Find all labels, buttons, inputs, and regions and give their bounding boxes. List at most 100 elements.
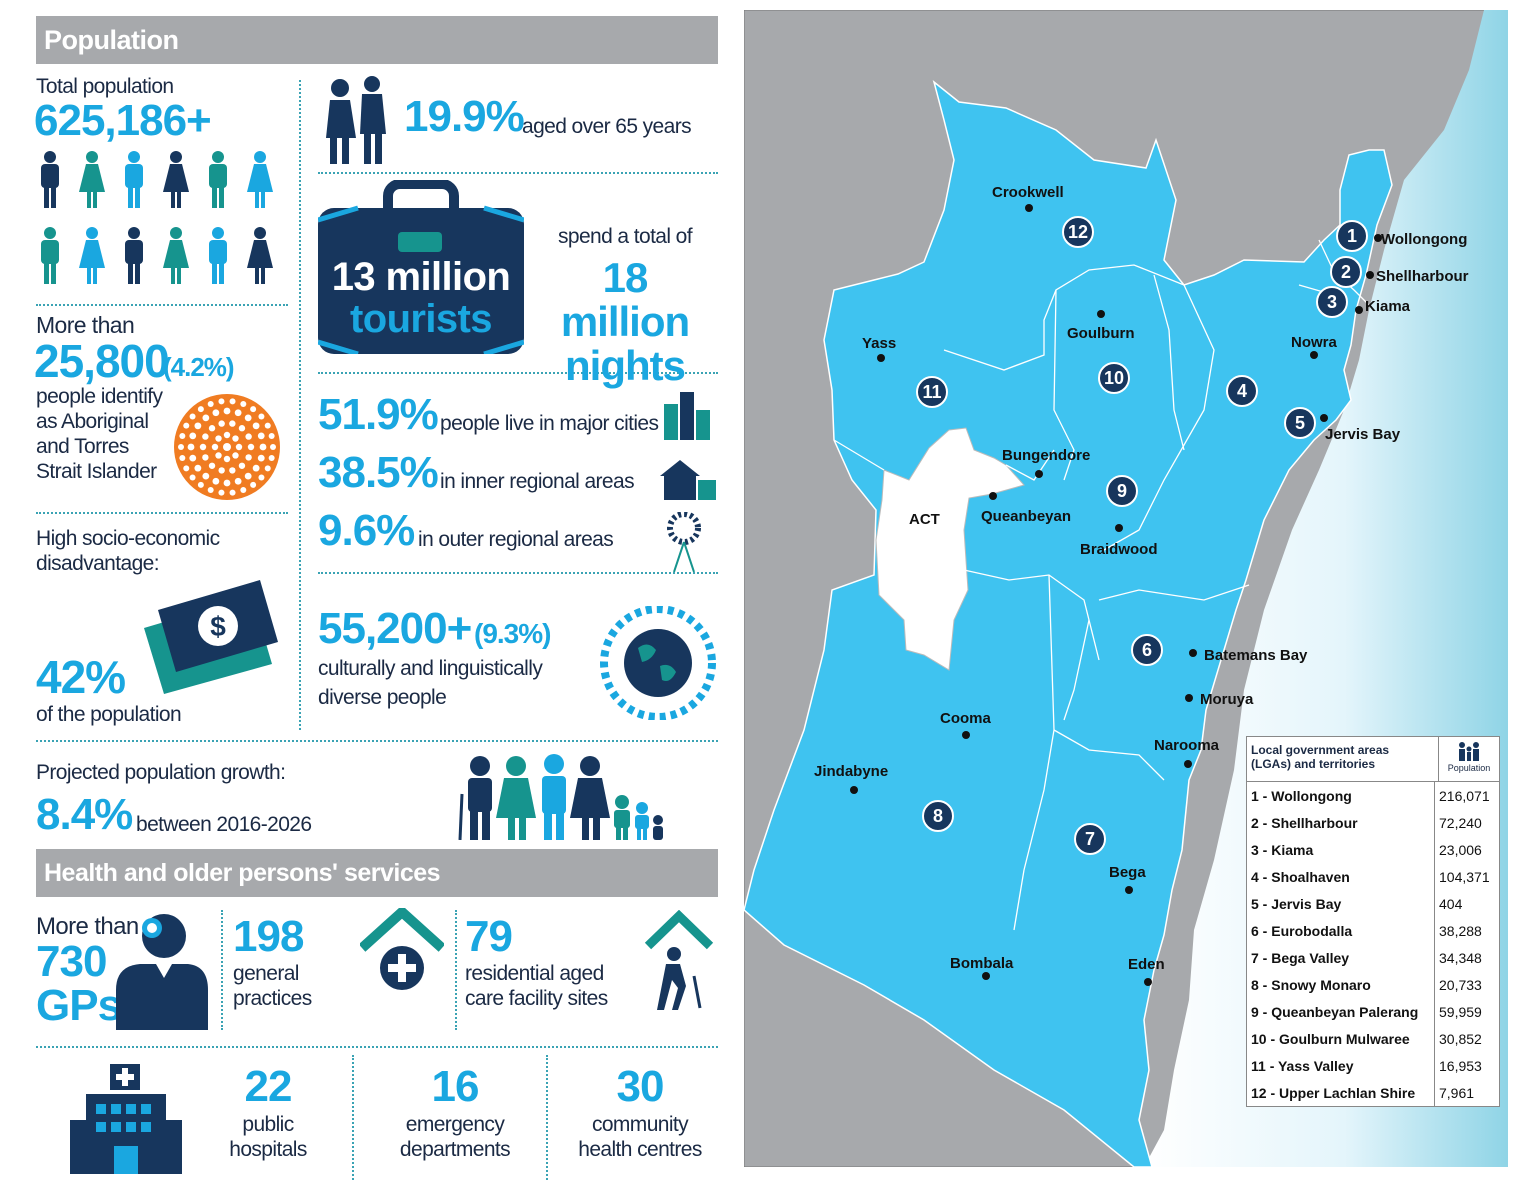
legend-lga-population: 104,371 — [1439, 868, 1490, 885]
lga-marker-7: 7 — [1074, 823, 1106, 855]
divider-horizontal — [318, 172, 718, 174]
legend-title: (LGAs) and territories — [1251, 757, 1376, 771]
money-icon: $ — [144, 580, 278, 694]
lga-marker-9: 9 — [1106, 475, 1138, 507]
aboriginal-label-line: as Aboriginal — [36, 410, 149, 433]
aboriginal-label-line: Strait Islander — [36, 460, 157, 483]
disadvantage-label: High socio-economic — [36, 527, 220, 550]
aboriginal-dot-art-icon — [174, 394, 280, 500]
divider-horizontal — [318, 572, 718, 574]
legend-table: 1 - Wollongong 216,071 2 - Shellharbour 72,… — [1247, 782, 1499, 1106]
divider-horizontal — [36, 740, 718, 742]
legend-row: 3 - Kiama 23,006 — [1247, 836, 1499, 863]
svg-text:8: 8 — [933, 806, 943, 826]
svg-text:2: 2 — [1341, 262, 1351, 282]
legend-row: 12 - Upper Lachlan Shire 7,961 — [1247, 1079, 1499, 1106]
cald-label: diverse people — [318, 686, 447, 709]
town-wollongong: Wollongong — [1381, 231, 1467, 248]
lga-legend: Local government areas (LGAs) and territ… — [1246, 736, 1500, 1107]
town-braidwood: Braidwood — [1080, 541, 1158, 558]
divider-vertical — [546, 1055, 548, 1180]
town-labels: Crookwell Wollongong Shellharbour Kiama … — [814, 184, 1469, 973]
legend-row: 1 - Wollongong 216,071 — [1247, 782, 1499, 809]
ed-label: departments — [399, 1138, 511, 1161]
tourists-value: 13 million — [331, 255, 511, 299]
total-population-value: 625,186+ — [34, 96, 212, 145]
legend-lga-name: 7 - Bega Valley — [1247, 944, 1435, 971]
tourists-label: tourists — [350, 297, 492, 341]
lga-marker-3: 3 — [1316, 286, 1348, 318]
lga-marker-2: 2 — [1330, 256, 1362, 288]
legend-lga-population: 20,733 — [1439, 976, 1482, 993]
major-cities-value: 51.9% — [318, 390, 439, 439]
aged-over-65-label: aged over 65 years — [522, 115, 692, 138]
growth-value: 8.4% — [36, 790, 133, 839]
svg-text:4: 4 — [1237, 381, 1247, 401]
svg-text:$: $ — [210, 611, 226, 642]
region-map: Crookwell Wollongong Shellharbour Kiama … — [744, 10, 1508, 1167]
inner-regional-value: 38.5% — [318, 448, 439, 497]
legend-lga-population: 404 — [1439, 895, 1463, 912]
legend-row: 2 - Shellharbour 72,240 — [1247, 809, 1499, 836]
legend-lga-population: 23,006 — [1439, 841, 1482, 858]
svg-text:3: 3 — [1327, 292, 1337, 312]
town-moruya: Moruya — [1200, 691, 1254, 708]
legend-row: 5 - Jervis Bay 404 — [1247, 890, 1499, 917]
aboriginal-value: 25,800 — [34, 335, 170, 387]
legend-row: 8 - Snowy Monaro 20,733 — [1247, 971, 1499, 998]
divider-vertical — [299, 80, 301, 730]
outer-regional-label: in outer regional areas — [418, 528, 614, 551]
disadvantage-label: disadvantage: — [36, 552, 160, 575]
house-icon — [660, 460, 716, 500]
svg-text:9: 9 — [1117, 481, 1127, 501]
doctor-icon — [116, 914, 208, 1030]
lga-marker-10: 10 — [1098, 362, 1130, 394]
disadvantage-value: 42% — [36, 651, 126, 703]
growth-range: between 2016-2026 — [136, 813, 312, 836]
growth-label: Projected population growth: — [36, 761, 286, 784]
divider-vertical — [352, 1055, 354, 1180]
major-cities-label: people live in major cities — [440, 412, 659, 435]
gps-label: GPs — [36, 981, 122, 1030]
svg-text:5: 5 — [1295, 413, 1305, 433]
hospitals-value: 22 — [244, 1062, 293, 1111]
aged-over-65-value: 19.9% — [404, 92, 525, 141]
aged-care-label: care facility sites — [465, 987, 608, 1010]
hospitals-label: public — [242, 1113, 294, 1136]
svg-text:11: 11 — [922, 382, 941, 402]
town-eden: Eden — [1128, 956, 1165, 973]
town-batemans-bay: Batemans Bay — [1204, 647, 1308, 664]
lga-marker-12: 12 — [1062, 216, 1094, 248]
legend-lga-name: 9 - Queanbeyan Palerang — [1247, 998, 1435, 1025]
town-shellharbour: Shellharbour — [1376, 268, 1469, 285]
divider-horizontal — [36, 1046, 718, 1048]
lga-marker-5: 5 — [1284, 407, 1316, 439]
town-queanbeyan: Queanbeyan — [981, 508, 1071, 525]
lga-number-markers: 1 2 3 4 5 6 7 8 9 10 11 12 — [916, 216, 1368, 855]
aged-care-label: residential aged — [465, 962, 604, 985]
lga-marker-6: 6 — [1131, 634, 1163, 666]
cald-label: culturally and linguistically — [318, 657, 543, 680]
town-bungendore: Bungendore — [1002, 447, 1090, 464]
aboriginal-label-line: people identify — [36, 385, 163, 408]
cald-pct: (9.3%) — [474, 618, 551, 649]
legend-lga-population: 59,959 — [1439, 1003, 1482, 1020]
town-goulburn: Goulburn — [1067, 325, 1135, 342]
nights-value: 18 million — [560, 254, 690, 345]
gps-prefix: More than — [36, 913, 139, 940]
legend-lga-name: 6 - Eurobodalla — [1247, 917, 1435, 944]
population-people-icon — [1459, 742, 1479, 761]
legend-lga-population: 216,071 — [1439, 787, 1490, 804]
ed-value: 16 — [431, 1062, 480, 1111]
divider-horizontal — [36, 512, 288, 514]
disadvantage-of-label: of the population — [36, 703, 182, 726]
total-population-label: Total population — [36, 75, 174, 98]
aged-care-value: 79 — [465, 912, 513, 961]
lga-marker-1: 1 — [1336, 220, 1368, 252]
divider-vertical — [455, 910, 457, 1030]
practices-label: practices — [233, 987, 312, 1010]
nights-label: nights — [565, 342, 686, 389]
chc-label: community — [591, 1113, 689, 1136]
town-markers — [850, 204, 1382, 986]
legend-lga-name: 11 - Yass Valley — [1247, 1052, 1435, 1079]
